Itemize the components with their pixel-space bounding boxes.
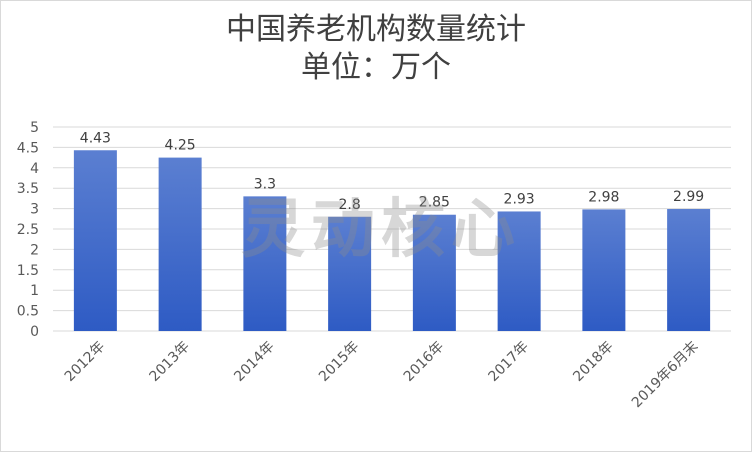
chart-title: 中国养老机构数量统计 单位：万个 bbox=[1, 11, 751, 87]
data-label: 2.93 bbox=[504, 191, 535, 207]
x-tick-label: 2016年 bbox=[401, 339, 447, 385]
x-tick-label: 2012年 bbox=[62, 339, 108, 385]
x-tick-label: 2015年 bbox=[316, 339, 362, 385]
chart-title-line1: 中国养老机构数量统计 bbox=[226, 12, 526, 47]
x-axis: 2012年 2013年 2014年 2015年 2016年 2017年 2018年 2019年… bbox=[62, 339, 702, 412]
x-tick-label: 2019年6月末 bbox=[629, 339, 702, 412]
y-axis: 0 0.5 1 1.5 2 2.5 3 3.5 4 4.5 5 bbox=[17, 120, 39, 340]
y-tick-label: 3.5 bbox=[17, 181, 39, 197]
data-label: 2.99 bbox=[673, 189, 704, 205]
data-label: 2.8 bbox=[338, 197, 360, 213]
y-tick-label: 2 bbox=[30, 242, 39, 258]
y-tick-label: 0.5 bbox=[17, 304, 39, 320]
bar bbox=[497, 211, 541, 331]
data-label: 4.43 bbox=[80, 130, 111, 146]
y-tick-label: 1.5 bbox=[17, 263, 39, 279]
data-label: 2.85 bbox=[419, 195, 450, 211]
data-label: 2.98 bbox=[588, 189, 619, 205]
y-tick-label: 1 bbox=[30, 283, 39, 299]
x-tick-label: 2017年 bbox=[486, 339, 532, 385]
data-labels: 4.43 4.25 3.3 2.8 2.85 2.93 2.98 2.99 bbox=[80, 130, 704, 213]
bar bbox=[243, 196, 287, 331]
watermark-text: 灵动核心 bbox=[241, 193, 521, 267]
y-tick-label: 0 bbox=[30, 324, 39, 340]
bar bbox=[328, 216, 372, 331]
bars bbox=[73, 150, 711, 331]
bar bbox=[158, 157, 202, 331]
y-tick-label: 4.5 bbox=[17, 140, 39, 156]
bar bbox=[412, 214, 456, 331]
y-tick-label: 4 bbox=[30, 161, 39, 177]
y-tick-label: 5 bbox=[30, 120, 39, 136]
bar bbox=[73, 150, 117, 331]
bar bbox=[582, 209, 626, 331]
x-tick-label: 2013年 bbox=[147, 339, 193, 385]
data-label: 3.3 bbox=[254, 176, 276, 192]
y-tick-label: 2.5 bbox=[17, 222, 39, 238]
y-tick-label: 3 bbox=[30, 202, 39, 218]
chart-title-line2: 单位：万个 bbox=[301, 50, 451, 85]
bar bbox=[667, 209, 711, 331]
x-tick-label: 2014年 bbox=[231, 339, 277, 385]
x-tick-label: 2018年 bbox=[570, 339, 616, 385]
data-label: 4.25 bbox=[165, 138, 196, 154]
